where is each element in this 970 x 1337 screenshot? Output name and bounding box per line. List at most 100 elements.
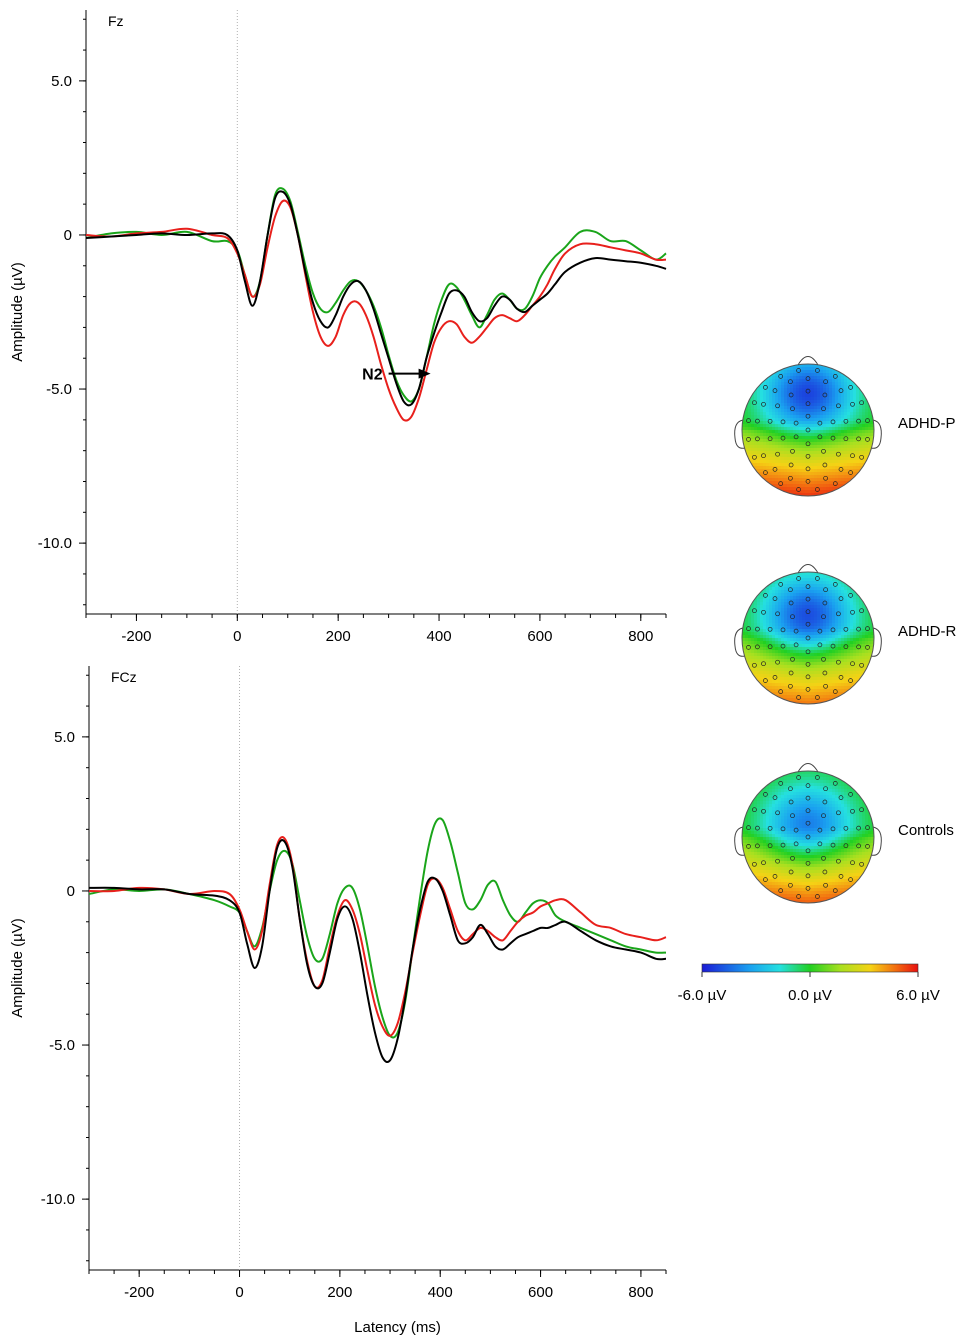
field-cell	[835, 593, 839, 597]
field-cell	[796, 451, 800, 455]
field-cell	[787, 421, 791, 425]
field-cell	[748, 611, 752, 615]
field-cell	[790, 469, 794, 473]
field-cell	[790, 451, 794, 455]
field-cell	[832, 388, 836, 392]
field-cell	[835, 590, 839, 594]
field-cell	[802, 442, 806, 446]
field-cell	[808, 701, 812, 704]
field-cell	[799, 644, 803, 648]
field-cell	[817, 457, 821, 461]
field-cell	[826, 575, 830, 579]
field-cell	[841, 448, 845, 452]
field-cell	[775, 644, 779, 648]
field-cell	[841, 379, 845, 383]
field-cell	[829, 578, 833, 582]
field-cell	[847, 668, 851, 672]
field-cell	[742, 846, 746, 850]
field-cell	[796, 647, 800, 651]
field-cell	[850, 457, 854, 461]
field-cell	[748, 656, 752, 660]
field-cell	[841, 819, 845, 823]
field-cell	[763, 391, 767, 395]
field-cell	[778, 445, 782, 449]
electrode-marker	[850, 453, 855, 459]
field-cell	[853, 641, 857, 645]
electrode-marker	[830, 435, 836, 441]
field-cell	[853, 433, 857, 437]
field-cell	[811, 430, 815, 434]
field-cell	[742, 828, 746, 832]
field-cell	[760, 801, 764, 805]
field-cell	[865, 632, 869, 636]
field-cell	[784, 792, 788, 796]
field-cell	[856, 451, 860, 455]
field-cell	[778, 608, 782, 612]
field-cell	[817, 400, 821, 404]
field-cell	[832, 680, 836, 684]
field-cell	[826, 430, 830, 434]
field-cell	[808, 412, 812, 416]
field-cell	[763, 457, 767, 461]
field-cell	[838, 394, 842, 398]
field-cell	[817, 379, 821, 383]
field-cell	[811, 484, 815, 488]
field-cell	[859, 650, 863, 654]
field-cell	[799, 834, 803, 838]
field-cell	[862, 412, 866, 416]
field-cell	[796, 792, 800, 796]
field-cell	[766, 469, 770, 473]
field-cell	[832, 382, 836, 386]
field-cell	[796, 834, 800, 838]
field-cell	[859, 400, 863, 404]
field-cell	[829, 792, 833, 796]
field-cell	[841, 478, 845, 482]
field-cell	[820, 774, 824, 778]
field-cell	[841, 382, 845, 386]
field-cell	[820, 617, 824, 621]
field-cell	[817, 572, 821, 576]
field-cell	[835, 822, 839, 826]
field-cell	[766, 801, 770, 805]
field-cell	[859, 825, 863, 829]
field-cell	[757, 457, 761, 461]
field-cell	[757, 650, 761, 654]
field-cell	[769, 391, 773, 395]
field-cell	[796, 427, 800, 431]
field-cell	[823, 825, 827, 829]
field-cell	[859, 792, 863, 796]
field-cell	[799, 840, 803, 844]
field-cell	[856, 475, 860, 479]
field-cell	[772, 852, 776, 856]
electrode-marker	[755, 644, 760, 650]
field-cell	[847, 463, 851, 467]
field-cell	[856, 650, 860, 654]
field-cell	[772, 620, 776, 624]
field-cell	[808, 855, 812, 859]
field-cell	[787, 593, 791, 597]
field-cell	[847, 400, 851, 404]
field-cell	[838, 834, 842, 838]
field-cell	[793, 810, 797, 814]
field-cell	[772, 795, 776, 799]
field-cell	[868, 445, 872, 449]
field-cell	[838, 430, 842, 434]
field-cell	[784, 647, 788, 651]
field-cell	[796, 777, 800, 781]
field-cell	[808, 638, 812, 642]
field-cell	[814, 376, 818, 380]
x-axis-title: Latency (ms)	[354, 1319, 441, 1336]
field-cell	[781, 635, 785, 639]
field-cell	[826, 813, 830, 817]
field-cell	[841, 855, 845, 859]
field-cell	[799, 415, 803, 419]
field-cell	[853, 792, 857, 796]
field-cell	[811, 692, 815, 696]
field-cell	[790, 575, 794, 579]
field-cell	[796, 831, 800, 835]
field-cell	[805, 680, 809, 684]
field-cell	[745, 394, 749, 398]
field-cell	[802, 469, 806, 473]
field-cell	[760, 596, 764, 600]
field-cell	[781, 620, 785, 624]
